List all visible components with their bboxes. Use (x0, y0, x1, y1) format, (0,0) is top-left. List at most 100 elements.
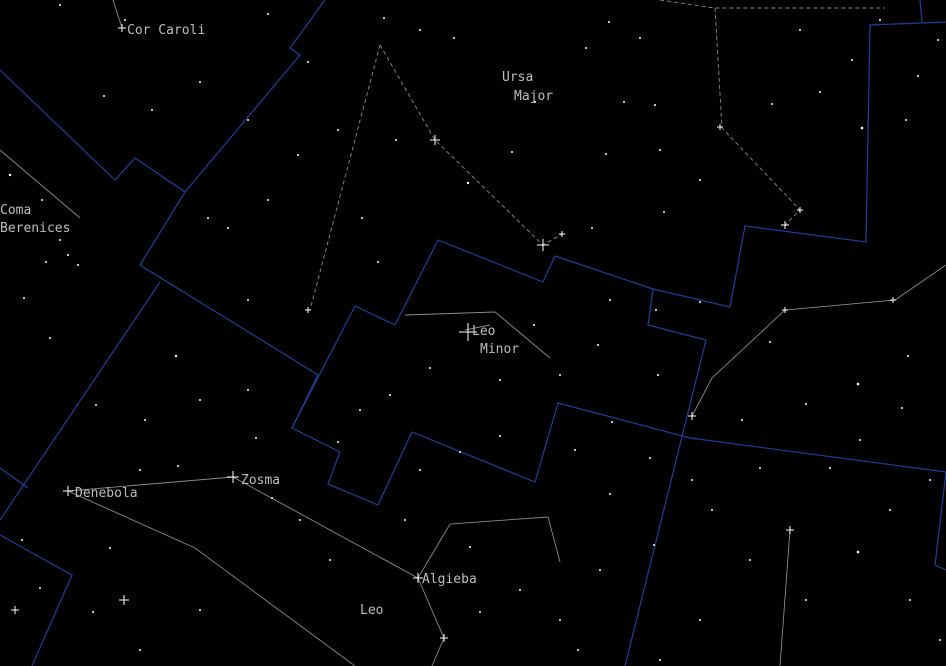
faint-star (859, 439, 861, 441)
faint-star (419, 469, 421, 471)
faint-star (805, 599, 807, 601)
faint-star (103, 95, 105, 97)
bright-star (459, 323, 477, 341)
faint-star (329, 559, 331, 561)
faint-star (856, 550, 860, 554)
faint-star (499, 435, 501, 437)
faint-star (307, 61, 309, 63)
faint-star (297, 154, 299, 156)
ursa-major-figure (714, 7, 801, 226)
faint-star (67, 254, 69, 256)
faint-star (699, 301, 701, 303)
faint-star (271, 497, 273, 499)
faint-star (177, 465, 179, 467)
faint-star (609, 493, 611, 495)
leo-minor-figure (404, 311, 551, 359)
faint-star (901, 407, 903, 409)
faint-star (585, 47, 587, 49)
label-leo: Leo (360, 603, 383, 618)
bright-star (227, 471, 239, 483)
faint-star (109, 547, 111, 549)
boundary-line (0, 69, 186, 193)
ursa-major-figure (659, 0, 885, 9)
faint-star (247, 119, 249, 121)
bright-star (118, 24, 126, 32)
faint-star (359, 409, 361, 411)
faint-star (663, 211, 665, 213)
bright-star (305, 307, 311, 313)
label-leo-minor-line2: Minor (480, 342, 519, 357)
faint-star (519, 589, 521, 591)
bright-star (413, 573, 423, 583)
faint-star (649, 457, 651, 459)
leo-minor-figure (464, 324, 491, 331)
faint-star (8, 173, 12, 177)
faint-star (337, 441, 339, 443)
leo-figure (67, 476, 561, 579)
faint-star (479, 611, 481, 613)
bright-star (11, 606, 19, 614)
faint-star (469, 546, 471, 548)
stars (8, 4, 941, 661)
faint-star (21, 539, 23, 541)
faint-star (819, 91, 821, 93)
faint-star (453, 37, 455, 39)
faint-star (429, 367, 431, 369)
faint-star (499, 379, 501, 381)
faint-star (337, 129, 339, 131)
bright-star (63, 486, 73, 496)
faint-star (889, 509, 891, 511)
bright-star (890, 297, 896, 303)
boundary-line (0, 281, 161, 521)
bright-star (537, 239, 549, 251)
faint-star (207, 217, 209, 219)
label-coma-line1: Coma (0, 203, 31, 218)
faint-star (466, 181, 470, 185)
faint-star (799, 29, 801, 31)
label-leo-minor-line1: Leo (472, 324, 495, 339)
labels: Cor Caroli Ursa Major Coma Berenices Leo… (0, 23, 553, 618)
faint-star (23, 297, 25, 299)
label-denebola: Denebola (75, 486, 138, 501)
label-cor-caroli: Cor Caroli (127, 23, 205, 38)
faint-star (805, 403, 807, 405)
faint-star (917, 75, 919, 77)
faint-star (759, 467, 761, 469)
boundary-line (139, 0, 326, 376)
faint-star (771, 103, 773, 105)
faint-star (655, 309, 657, 311)
faint-star (59, 4, 61, 6)
boundary-line (919, 0, 923, 23)
bright-star (781, 221, 789, 229)
faint-star (139, 469, 141, 471)
faint-star (860, 126, 864, 130)
boundary-line (291, 374, 946, 506)
faint-star (654, 104, 656, 106)
bright-star (797, 207, 803, 213)
faint-star (653, 544, 655, 546)
faint-star (659, 659, 661, 661)
faint-star (741, 419, 743, 421)
faint-star (144, 419, 146, 421)
faint-star (419, 29, 421, 31)
faint-star (907, 355, 909, 357)
bright-star (688, 412, 696, 420)
faint-star (227, 227, 229, 229)
label-zosma: Zosma (241, 473, 280, 488)
boundary-line (0, 534, 73, 666)
faint-star (691, 479, 693, 481)
faint-star (599, 569, 601, 571)
faint-star (905, 119, 907, 121)
faint-star (929, 479, 931, 481)
faint-star (577, 649, 579, 651)
faint-star (59, 239, 61, 241)
faint-star (851, 59, 853, 61)
faint-star (534, 101, 536, 103)
faint-star (139, 649, 141, 651)
label-ursa-major-line1: Ursa (502, 70, 533, 85)
faint-star (49, 337, 51, 339)
faint-star (879, 19, 881, 21)
faint-star (299, 519, 301, 521)
